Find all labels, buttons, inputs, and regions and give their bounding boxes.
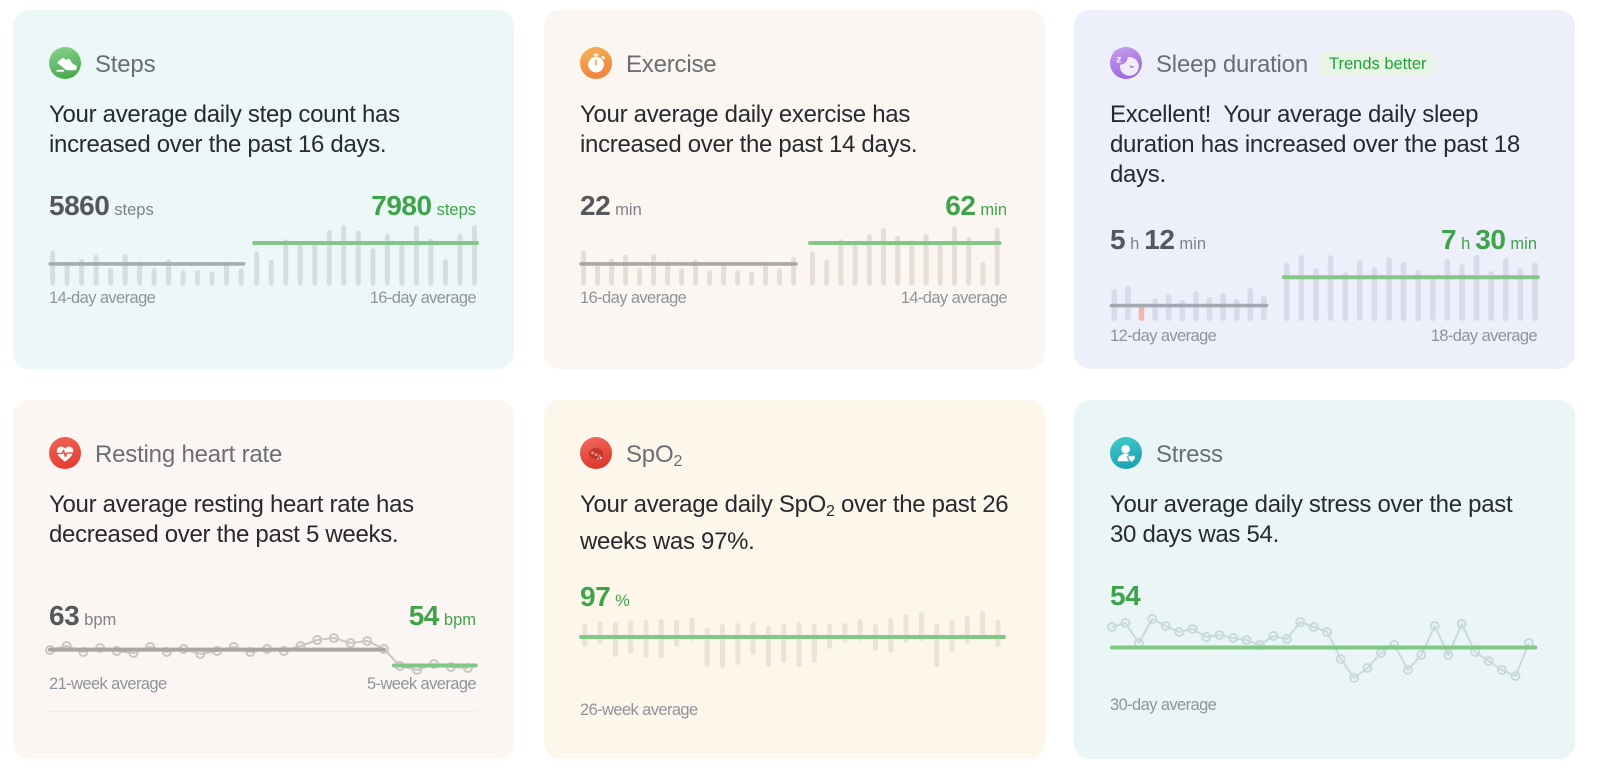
svg-text:z: z — [1116, 54, 1121, 66]
